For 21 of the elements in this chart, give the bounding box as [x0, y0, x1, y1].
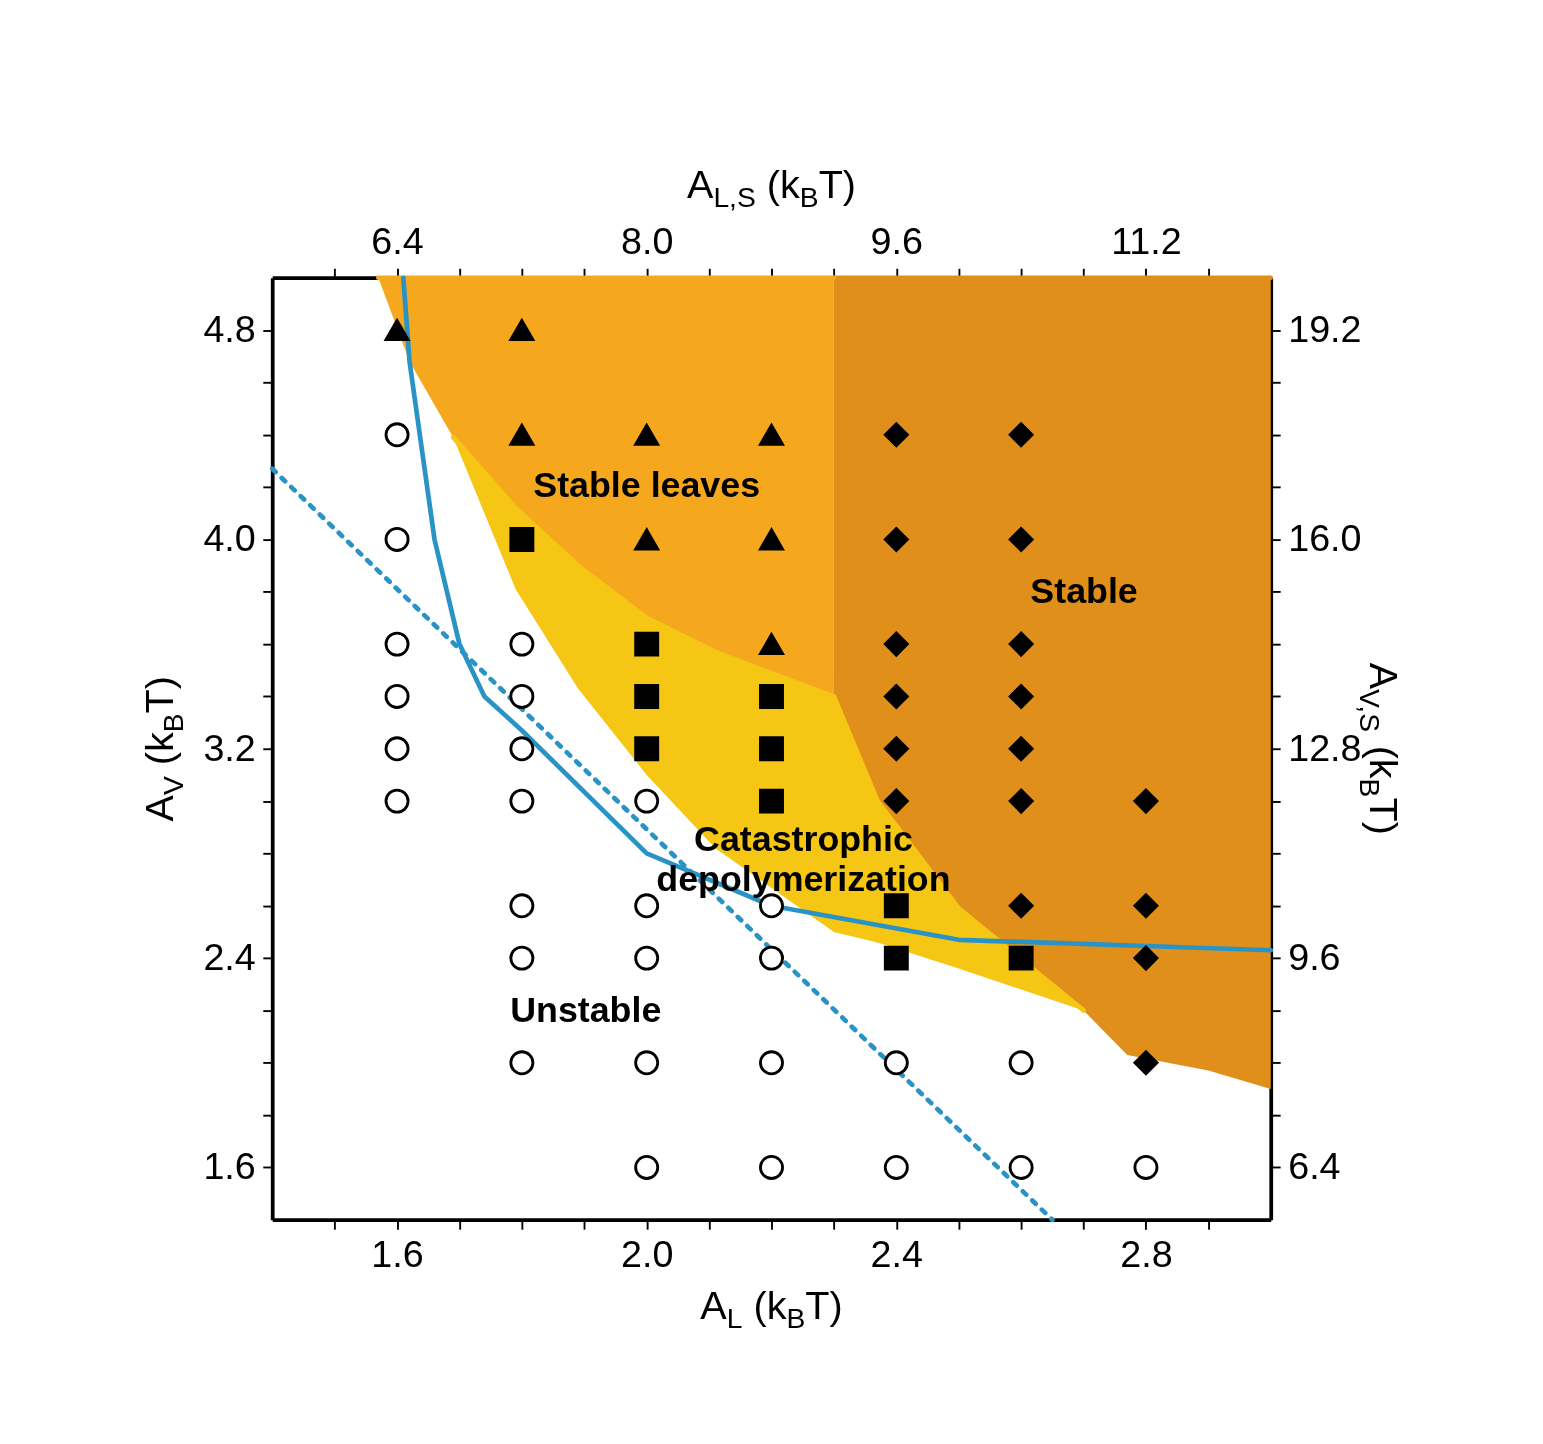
x2-tick-label: 8.0 [620, 219, 674, 262]
x-tick-label: 1.6 [371, 1233, 424, 1276]
x2-tick-label: 9.6 [870, 219, 923, 262]
x2-tick-label: 11.2 [1111, 219, 1182, 262]
annotation: Stable [1030, 570, 1138, 611]
x-tick-label: 2.4 [870, 1233, 923, 1276]
y-tick-label: 3.2 [203, 726, 256, 769]
y-tick-label: 1.6 [203, 1145, 256, 1188]
annotation: Stable leaves [533, 465, 761, 506]
y-tick-label: 2.4 [203, 935, 256, 978]
y2-tick-label: 16.0 [1288, 517, 1362, 560]
annotation: Unstable [510, 989, 662, 1030]
y-tick-label: 4.8 [203, 307, 256, 350]
x2-tick-label: 6.4 [371, 219, 424, 262]
x-tick-label: 2.8 [1120, 1233, 1173, 1276]
y2-tick-label: 19.2 [1288, 307, 1362, 350]
y2-tick-label: 6.4 [1288, 1145, 1341, 1188]
y-tick-label: 4.0 [203, 517, 256, 560]
y2-tick-label: 9.6 [1288, 935, 1341, 978]
x-tick-label: 2.0 [620, 1233, 674, 1276]
y-axis-title: AV (kBT) [137, 676, 189, 822]
